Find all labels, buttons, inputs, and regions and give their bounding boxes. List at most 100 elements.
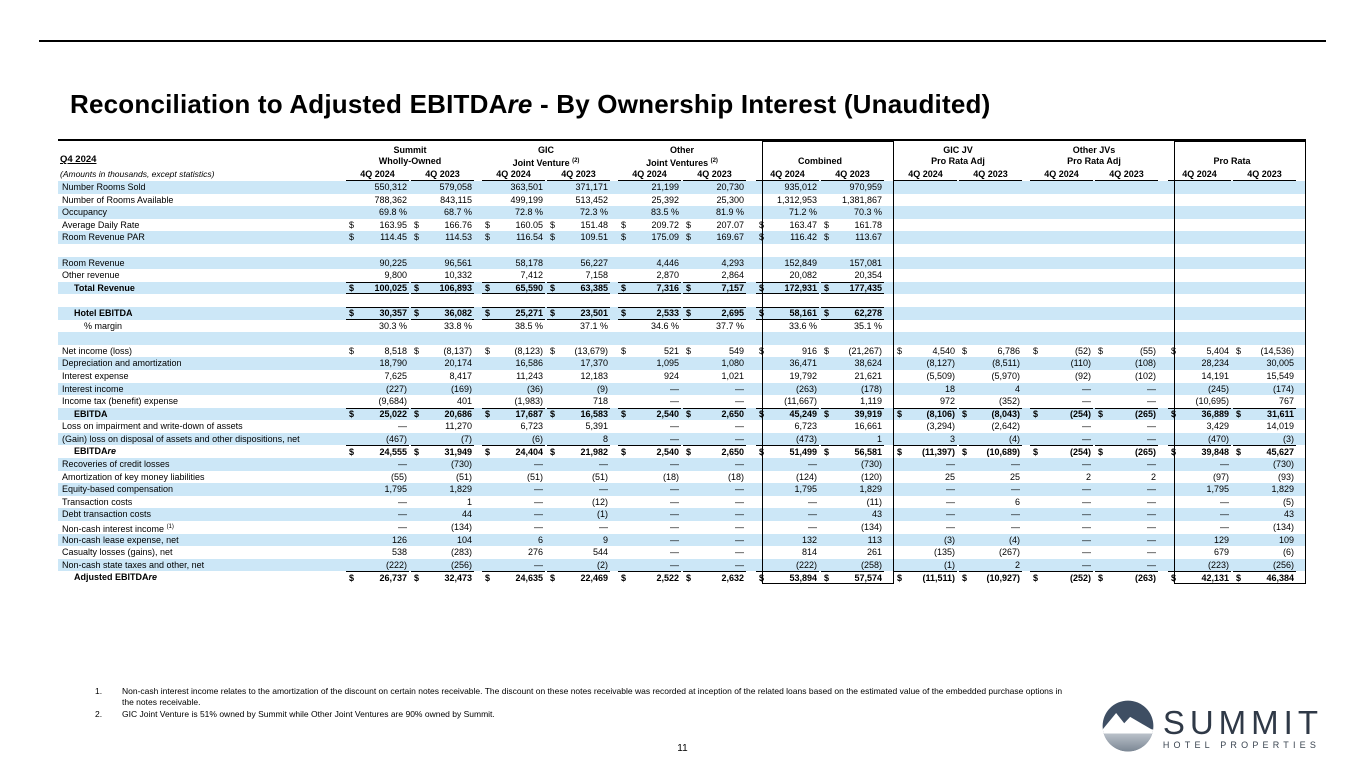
cell-value: (5) — [1283, 496, 1294, 507]
cell-group — [1030, 231, 1158, 244]
value-cell: — — [1030, 458, 1093, 471]
cell-group: 276 544 — [482, 546, 610, 559]
value-cell: 132 — [756, 534, 819, 547]
cell-group: 679 (6) — [1166, 546, 1298, 559]
value-cell: 2,864 — [683, 269, 746, 282]
footnote-2-text: GIC Joint Venture is 51% owned by Summit… — [122, 709, 495, 719]
group-line1: GIC — [537, 145, 554, 155]
dollar-sign: $ — [550, 345, 556, 356]
value-cell: $62,278 — [821, 306, 884, 320]
cell-value: (108) — [1134, 358, 1156, 369]
value-cell: $42,131 — [1168, 571, 1231, 584]
value-cell — [959, 231, 1022, 244]
cell-value: 31,611 — [1266, 409, 1294, 420]
value-cell — [894, 332, 957, 345]
cell-group: — — — [618, 458, 746, 471]
value-cell: 35.1 % — [821, 320, 884, 333]
cell-value: 1,795 — [794, 484, 817, 495]
value-cell — [683, 244, 746, 257]
cell-group — [754, 332, 886, 345]
cell-value: 1,795 — [1206, 484, 1229, 495]
cell-value: 7,158 — [585, 270, 608, 281]
value-cell: — — [1030, 508, 1093, 521]
cell-group: 69.8 % 68.7 % — [346, 206, 474, 219]
cell-group: (97) (93) — [1166, 471, 1298, 484]
value-cell: 1,119 — [821, 395, 884, 408]
value-cell: 7,412 — [482, 269, 545, 282]
dollar-sign: $ — [485, 409, 491, 420]
value-cell — [1095, 244, 1158, 257]
value-cell: — — [1030, 559, 1093, 572]
value-cell: $39,848 — [1168, 445, 1231, 458]
cell-group: 6,723 16,661 — [754, 420, 886, 433]
row-label: Room Revenue PAR — [62, 232, 145, 243]
cell-value: — — [1082, 433, 1091, 444]
row-label: Non-cash interest income (1) — [62, 524, 174, 534]
value-cell: 6,723 — [482, 420, 545, 433]
dollar-sign: $ — [550, 307, 556, 318]
cell-value: 544 — [592, 547, 608, 558]
row-label: Equity-based compensation — [62, 484, 174, 495]
cell-group — [894, 231, 1022, 244]
cell-value: 11,243 — [516, 370, 543, 381]
value-cell: 17,370 — [547, 357, 610, 370]
cell-value: — — [1220, 522, 1229, 533]
cell-value: (5,970) — [991, 370, 1020, 381]
cell-value: (11) — [866, 496, 882, 507]
cell-group: 90,225 96,561 — [346, 257, 474, 270]
row-label — [58, 244, 346, 257]
cell-group: (467) (7) — [346, 433, 474, 446]
cell-value: 22,469 — [580, 572, 608, 583]
table-row: Casualty losses (gains), net 538 (283) 276 5… — [58, 546, 1306, 559]
cell-value: (267) — [998, 547, 1020, 558]
value-cell — [1233, 257, 1296, 270]
logo-text: SUMMIT HOTEL PROPERTIES — [1163, 706, 1323, 750]
dollar-sign: $ — [759, 572, 765, 583]
value-cell: — — [683, 395, 746, 408]
cell-value: — — [670, 433, 679, 444]
cell-value: 7,157 — [721, 282, 744, 293]
table-row: Recoveries of credit losses — (730) — — — — — (7… — [58, 458, 1306, 471]
value-cell — [482, 244, 545, 257]
cell-value: 38.5 % — [514, 320, 543, 331]
dollar-sign: $ — [550, 446, 556, 457]
value-cell: — — [683, 383, 746, 396]
cell-value: (51) — [455, 471, 472, 482]
value-cell — [346, 332, 409, 345]
value-cell: (120) — [821, 471, 884, 484]
group-line1 — [1168, 145, 1296, 156]
cell-value: 113.67 — [855, 232, 882, 243]
value-cell: 96,561 — [411, 257, 474, 270]
value-cell: (51) — [411, 471, 474, 484]
cell-value: 4,293 — [721, 257, 744, 268]
cell-group: $26,737 $32,473 — [346, 571, 474, 584]
cell-group: 972 (352) — [894, 395, 1022, 408]
cell-group: $36,889 $31,611 — [1166, 407, 1298, 421]
value-cell: — — [1030, 395, 1093, 408]
cell-value: 21,982 — [580, 446, 608, 457]
spacer-row — [58, 244, 1306, 257]
cell-value: 207.07 — [716, 219, 744, 230]
cell-value: 20,082 — [789, 270, 817, 281]
value-cell: 1,381,867 — [821, 194, 884, 207]
cell-value: 4,540 — [932, 345, 955, 356]
cell-group: $8,518 $ (8,137) — [346, 345, 474, 358]
dollar-sign: $ — [1033, 345, 1039, 356]
value-cell: 2 — [1095, 471, 1158, 484]
value-cell: — — [482, 483, 545, 496]
cell-value: 2,695 — [721, 307, 744, 318]
cell-value: 25 — [1009, 471, 1020, 482]
cell-group: — (2) — [482, 559, 610, 572]
value-cell — [1095, 206, 1158, 219]
row-label: Casualty losses (gains), net — [62, 547, 173, 558]
value-cell: (222) — [756, 559, 819, 572]
value-cell — [959, 244, 1022, 257]
value-cell: 1,829 — [411, 483, 474, 496]
cell-group: 71.2 % 70.3 % — [754, 206, 886, 219]
row-label: Amortization of key money liabilities — [62, 471, 205, 482]
cell-value: 71.2 % — [788, 207, 817, 218]
cell-group: — — — [482, 458, 610, 471]
value-cell — [1233, 181, 1296, 194]
value-cell — [1095, 320, 1158, 333]
value-cell — [1030, 294, 1093, 307]
